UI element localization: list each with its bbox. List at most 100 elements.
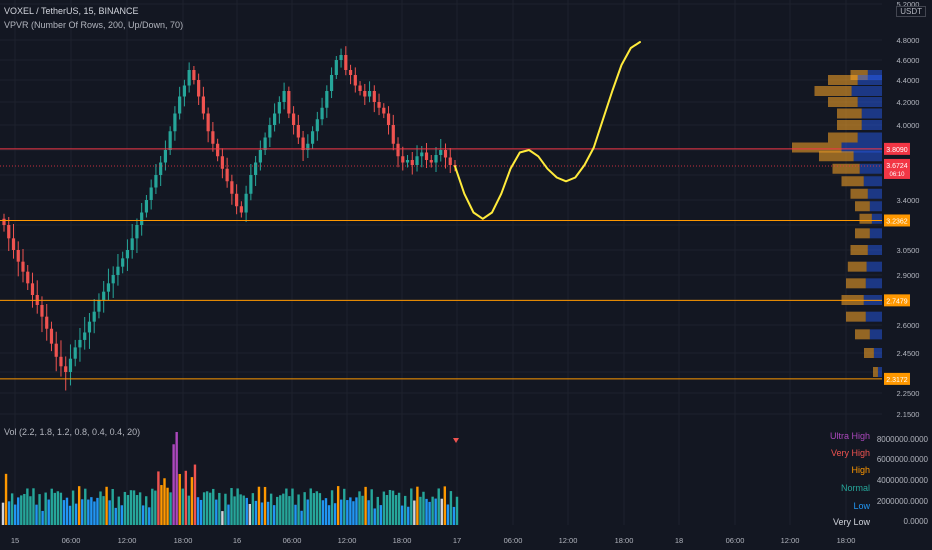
time-axis-label: 06:00	[726, 536, 745, 545]
candle-body	[73, 347, 77, 359]
volume-bar	[263, 486, 267, 525]
candle-body	[178, 96, 182, 114]
currency-button[interactable]: USDT	[896, 6, 926, 17]
vpvr-indicator-label[interactable]: VPVR (Number Of Rows, 200, Up/Down, 70)	[4, 20, 184, 30]
volume-bar	[266, 501, 270, 525]
volume-bar	[294, 504, 297, 525]
time-axis-label: 16	[233, 536, 241, 545]
candle-body	[111, 275, 115, 284]
volume-bar	[297, 494, 300, 525]
volume-bar	[187, 495, 191, 525]
candle-body	[382, 107, 386, 114]
price-axis-label: 4.4000	[897, 76, 920, 85]
volume-bar	[141, 505, 145, 525]
volume-profile-bar	[857, 132, 882, 143]
candle-body	[83, 332, 87, 340]
candle-body	[415, 156, 419, 165]
volume-class-label: Low	[853, 501, 870, 511]
volume-profile-bar	[867, 188, 882, 199]
candle-body	[291, 113, 296, 125]
volume-axis-label: 4000000.0000	[876, 476, 928, 485]
volume-profile-bar	[850, 188, 868, 199]
volume-bar	[443, 486, 447, 525]
volume-bar	[431, 496, 434, 525]
volume-class-label: Very Low	[832, 517, 870, 527]
volume-bar	[309, 488, 312, 525]
volume-class-label: Ultra High	[829, 431, 870, 441]
volume-profile-bar	[859, 213, 872, 224]
candle-body	[68, 358, 73, 372]
time-axis-label: 17	[453, 536, 461, 545]
volume-bar	[230, 488, 233, 525]
volume-bar	[212, 488, 215, 525]
volume-profile-bar	[855, 201, 870, 212]
volume-bar	[279, 495, 282, 525]
volume-bar	[422, 491, 425, 525]
volume-bar	[233, 496, 236, 525]
time-axis-label: 18:00	[837, 536, 856, 545]
candle-body	[325, 91, 329, 108]
symbol-title[interactable]: VOXEL / TetherUS, 15, BINANCE	[4, 6, 139, 16]
volume-bar	[397, 492, 401, 525]
candle-body	[11, 238, 16, 250]
volume-profile-bar	[819, 151, 854, 162]
volume-bar	[123, 491, 127, 525]
price-level-label: 3.2362	[886, 218, 908, 225]
volume-bar	[181, 488, 184, 525]
price-axis-label: 3.4000	[897, 196, 920, 205]
candle-body	[273, 113, 277, 125]
candle-body	[225, 168, 229, 182]
volume-profile-bar	[850, 70, 868, 80]
volume-profile-bar	[853, 151, 882, 162]
volume-bar	[196, 497, 200, 525]
time-axis-label: 18	[675, 536, 683, 545]
volume-bar	[257, 486, 261, 525]
volume-bar	[400, 505, 404, 525]
volume-bar	[7, 501, 11, 525]
price-axis-label: 4.2000	[897, 98, 920, 107]
volume-bar	[452, 506, 456, 525]
volume-bar	[151, 488, 154, 525]
candle-body	[367, 91, 372, 97]
volume-profile-bar	[867, 70, 882, 80]
price-level-tag	[884, 214, 910, 227]
volume-bar	[272, 505, 276, 525]
candle-body	[211, 131, 215, 144]
volume-bar	[440, 498, 443, 525]
price-level-label: 3.8090	[886, 147, 908, 154]
price-level-label: 2.7479	[886, 298, 908, 305]
volume-bar	[391, 490, 395, 525]
price-level-tag	[884, 372, 910, 385]
volume-bar	[324, 498, 328, 525]
volume-bar	[355, 497, 358, 525]
price-level-tag	[884, 142, 910, 155]
volume-indicator-label[interactable]: Vol (2.2, 1.8, 1.2, 0.8, 0.4, 0.4, 20)	[4, 427, 141, 437]
volume-bar	[17, 497, 20, 525]
volume-bar	[239, 494, 242, 525]
candle-body	[92, 311, 96, 322]
volume-profile-bar	[847, 261, 867, 272]
volume-bar	[449, 491, 453, 525]
volume-bar	[50, 488, 53, 525]
volume-bar	[205, 491, 209, 525]
volume-bar	[154, 490, 157, 525]
volume-profile-bar	[828, 75, 858, 85]
volume-class-label: Very High	[830, 448, 870, 458]
candle-body	[258, 150, 262, 163]
candle-body	[268, 125, 272, 138]
candle-body	[30, 283, 35, 295]
last-price-tag	[884, 158, 910, 179]
volume-bar	[282, 493, 285, 525]
volume-axis-label: 0.0000	[903, 517, 928, 526]
volume-bar	[446, 504, 450, 525]
volume-bar	[358, 491, 361, 525]
volume-profile-bar	[861, 120, 882, 130]
volume-bar	[190, 477, 194, 525]
volume-bar	[333, 503, 337, 525]
volume-profile-bar	[855, 228, 870, 239]
candle-body	[344, 55, 348, 70]
candle-body	[263, 137, 267, 150]
time-axis-label: 18:00	[615, 536, 634, 545]
volume-bar	[336, 486, 340, 525]
